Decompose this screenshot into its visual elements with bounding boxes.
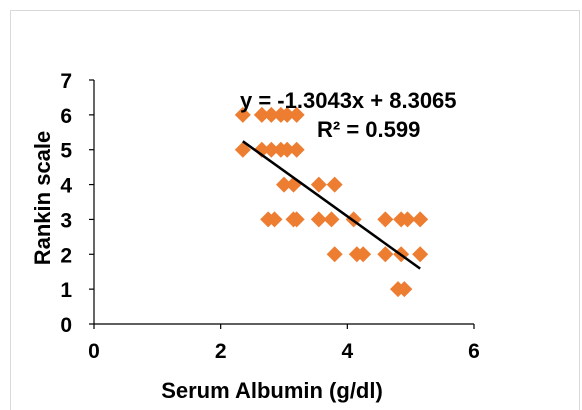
data-point-marker xyxy=(279,106,296,123)
chart-frame xyxy=(10,10,580,410)
data-point-marker xyxy=(326,176,343,193)
data-point-marker xyxy=(263,106,280,123)
data-point-marker xyxy=(310,211,327,228)
y-tick-label: 1 xyxy=(60,279,72,302)
data-point-marker xyxy=(288,141,305,158)
data-point-marker xyxy=(276,176,292,193)
data-point-marker xyxy=(412,246,429,263)
y-axis-ticks: 0 1 2 3 4 5 6 7 xyxy=(60,70,94,337)
data-point-marker xyxy=(377,246,394,263)
data-point-marker xyxy=(253,141,270,158)
data-point-marker xyxy=(234,141,251,158)
axes xyxy=(93,80,474,325)
data-point-marker xyxy=(234,106,251,123)
x-axis-ticks: 0 2 4 6 xyxy=(88,324,480,363)
data-point-marker xyxy=(310,176,327,193)
y-tick-label: 4 xyxy=(60,175,72,198)
data-point-marker xyxy=(323,211,340,228)
r-squared-label: R² = 0.599 xyxy=(317,117,420,142)
trendline-equation: y = -1.3043x + 8.3065 xyxy=(240,88,457,113)
y-axis-title: Rankin scale xyxy=(30,131,55,266)
y-tick-label: 2 xyxy=(60,244,72,267)
data-point-marker xyxy=(377,211,394,228)
y-tick-label: 6 xyxy=(60,105,72,128)
x-tick-label: 2 xyxy=(215,340,227,363)
y-tick-label: 3 xyxy=(60,209,72,232)
x-tick-label: 0 xyxy=(88,340,100,363)
data-point-marker xyxy=(266,211,283,228)
data-point-marker xyxy=(253,106,270,123)
data-point-marker xyxy=(399,211,416,228)
x-axis-title: Serum Albumin (g/dl) xyxy=(161,378,383,403)
data-point-marker xyxy=(288,211,305,228)
data-points xyxy=(234,106,429,298)
y-tick-label: 0 xyxy=(60,314,72,337)
y-tick-label: 7 xyxy=(60,70,72,93)
data-point-marker xyxy=(288,106,305,123)
x-tick-label: 4 xyxy=(341,340,353,363)
y-tick-label: 5 xyxy=(60,140,72,163)
trendline xyxy=(242,140,421,270)
data-point-marker xyxy=(263,141,280,158)
data-point-marker xyxy=(412,211,429,228)
data-point-marker xyxy=(396,281,413,298)
data-point-marker xyxy=(355,246,372,263)
x-tick-label: 6 xyxy=(468,340,480,363)
data-point-marker xyxy=(279,141,296,158)
data-point-marker xyxy=(326,246,343,263)
